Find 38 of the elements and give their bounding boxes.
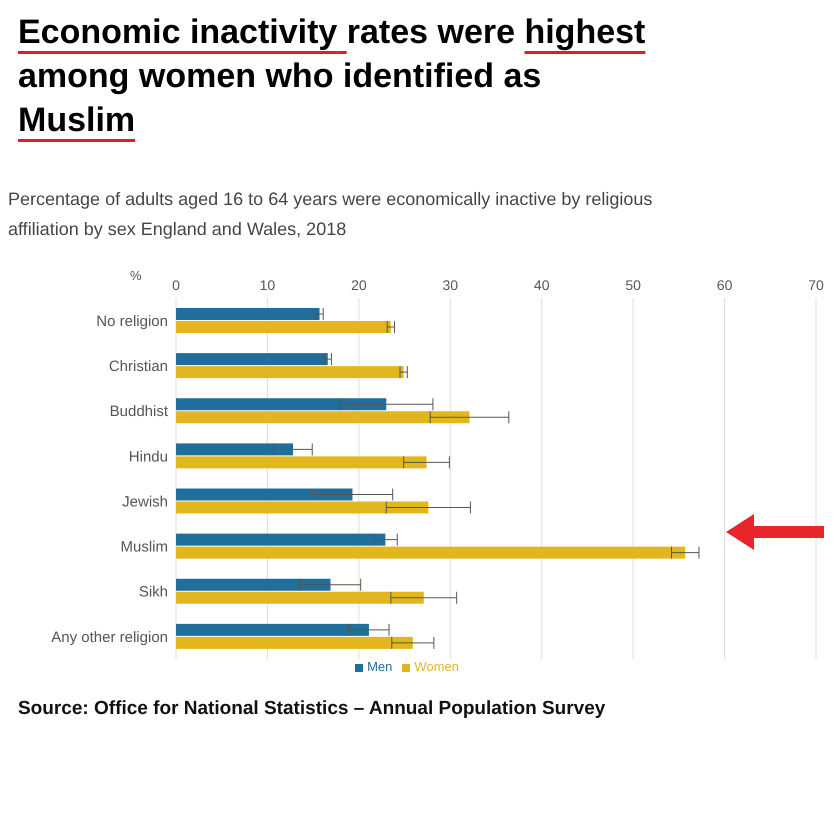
x-tick-label: 20 <box>351 277 367 293</box>
x-tick-label: 30 <box>442 277 458 293</box>
bar <box>176 636 413 649</box>
bar <box>176 353 328 366</box>
y-tick-label: Any other religion <box>51 628 168 646</box>
bar <box>176 624 369 636</box>
y-tick-label: Sikh <box>138 584 168 601</box>
bar <box>176 546 686 559</box>
bar <box>176 411 470 424</box>
source-note: Source: Office for National Statistics – Annual Population Survey <box>18 698 606 720</box>
chart-title: Economic inactivity rates were highest among women who identified as Muslim <box>18 13 646 139</box>
bar <box>176 456 427 468</box>
x-tick-label: 0 <box>172 277 180 293</box>
bar <box>176 534 386 546</box>
bar <box>176 366 404 378</box>
x-tick-label: 40 <box>534 277 550 293</box>
bar <box>176 592 424 604</box>
y-tick-label: Christian <box>108 358 168 376</box>
bar <box>176 308 320 320</box>
chart-subtitle: Percentage of adults aged 16 to 64 years were economically inactive by religious affiliation by sex England and Wales, 2018 <box>8 188 654 241</box>
x-tick-label: 60 <box>716 277 733 293</box>
legend-label: Women <box>414 659 459 674</box>
legend-label: Men <box>367 659 392 674</box>
x-axis-title: % <box>130 268 142 283</box>
x-tick-label: 70 <box>808 277 824 293</box>
y-tick-label: Jewish <box>122 493 168 510</box>
bar <box>176 443 294 456</box>
bar <box>176 578 331 591</box>
bar <box>176 502 428 514</box>
bar <box>176 488 352 500</box>
bar <box>176 321 391 333</box>
y-tick-label: Buddhist <box>110 403 169 420</box>
y-tick-label: Hindu <box>128 448 168 466</box>
x-tick-label: 10 <box>260 277 276 293</box>
bar <box>176 398 386 410</box>
y-tick-label: No religion <box>96 312 168 330</box>
x-tick-label: 50 <box>625 277 642 293</box>
y-tick-label: Muslim <box>120 538 168 556</box>
